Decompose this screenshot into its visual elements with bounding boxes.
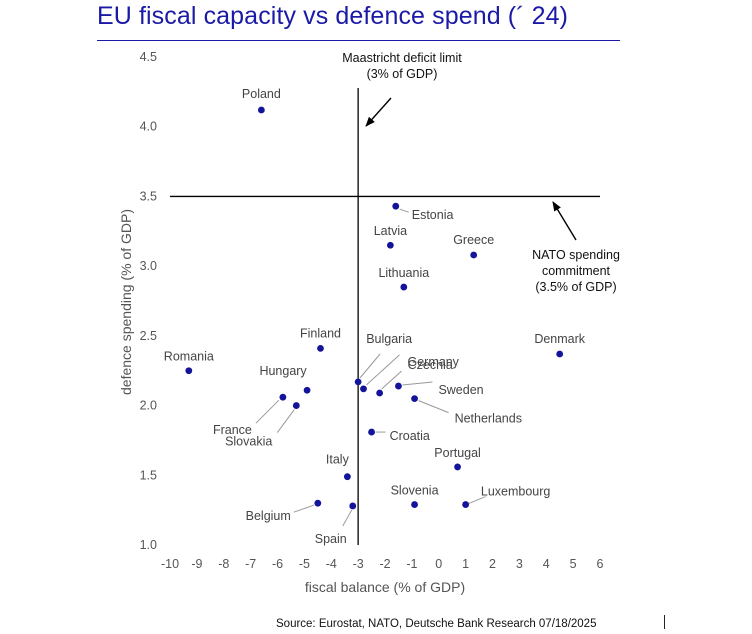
leader-line-spain: [342, 509, 353, 527]
point-greece: [470, 251, 478, 259]
label-hungary: Hungary: [259, 364, 307, 378]
leader-line-belgium: [293, 504, 314, 513]
x-tick-label: 0: [435, 557, 442, 571]
point-belgium: [314, 499, 322, 507]
y-tick-label: 4.0: [140, 120, 157, 134]
label-spain: Spain: [315, 532, 347, 546]
leader-line-luxembourg: [468, 496, 486, 505]
y-tick-label: 1.0: [140, 538, 157, 552]
x-tick-label: -1: [406, 557, 417, 571]
point-france: [279, 393, 287, 401]
x-tick-label: 2: [489, 557, 496, 571]
x-tick-label: -4: [326, 557, 337, 571]
label-czechia: Czechia: [408, 358, 453, 372]
title-underline: [97, 40, 620, 41]
label-poland: Poland: [242, 87, 281, 101]
label-netherlands: Netherlands: [455, 412, 522, 426]
maastricht-annotation-line1: Maastricht deficit limit: [342, 51, 462, 65]
x-tick-label: -10: [161, 557, 179, 571]
leader-line-germany: [366, 354, 400, 386]
point-czechia: [376, 389, 384, 397]
x-tick-label: -8: [218, 557, 229, 571]
label-slovenia: Slovenia: [391, 484, 439, 498]
leader-line-estonia: [399, 208, 409, 213]
point-finland: [317, 345, 324, 352]
y-tick-label: 4.5: [140, 50, 157, 64]
leader-line-bulgaria: [359, 353, 381, 379]
x-tick-label: -2: [379, 557, 390, 571]
y-axis-label: defence spending (% of GDP): [118, 209, 134, 395]
x-axis-label: fiscal balance (% of GDP): [305, 579, 465, 595]
point-lithuania: [400, 283, 408, 291]
x-tick-label: -5: [299, 557, 310, 571]
point-romania: [185, 367, 193, 375]
x-tick-label: -9: [191, 557, 202, 571]
point-poland: [257, 106, 265, 114]
x-tick-label: 3: [516, 557, 523, 571]
y-tick-label: 3.0: [140, 259, 157, 273]
y-tick-label: 2.0: [140, 399, 157, 413]
point-portugal: [454, 463, 461, 471]
point-spain: [349, 502, 357, 510]
x-tick-label: -6: [272, 557, 283, 571]
label-bulgaria: Bulgaria: [366, 332, 412, 346]
label-italy: Italy: [326, 453, 350, 467]
label-estonia: Estonia: [412, 208, 454, 222]
point-denmark: [556, 350, 564, 358]
scatter-chart: -10 -9 -8 -7 -6 -5 -4 -3 -2 -1 0 1 2 3 4 5 61.01.52.02.5…: [118, 50, 620, 595]
x-tick-label: 6: [597, 557, 604, 571]
point-netherlands: [411, 395, 418, 402]
leader-line-sweden: [402, 381, 433, 386]
leader-line-france: [255, 399, 280, 424]
label-luxembourg: Luxembourg: [481, 485, 551, 499]
label-belgium: Belgium: [246, 509, 291, 523]
x-tick-label: 4: [543, 557, 550, 571]
label-denmark: Denmark: [534, 332, 585, 346]
x-tick-label: -7: [245, 557, 256, 571]
point-slovakia: [292, 402, 300, 409]
label-germany: Germany: [408, 355, 460, 369]
source-note: Source: Eurostat, NATO, Deutsche Bank Re…: [276, 618, 597, 630]
leader-line-slovakia: [276, 409, 295, 433]
point-hungary: [303, 386, 311, 394]
y-tick-label: 1.5: [140, 468, 157, 482]
label-france: France: [213, 423, 252, 437]
point-italy: [343, 473, 351, 481]
point-bulgaria: [354, 378, 362, 386]
nato-annotation-line2: commitment: [542, 264, 611, 278]
leader-line-netherlands: [418, 400, 449, 414]
point-croatia: [368, 428, 375, 436]
nato-annotation-line3: (3.5% of GDP): [535, 280, 616, 294]
label-lithuania: Lithuania: [378, 266, 429, 280]
x-tick-label: -3: [353, 557, 364, 571]
leader-line-czechia: [381, 370, 402, 390]
label-slovakia: Slovakia: [225, 435, 272, 449]
point-sweden: [395, 382, 402, 390]
nato-annotation-line1: NATO spending: [532, 248, 620, 262]
point-latvia: [386, 241, 394, 249]
point-slovenia: [411, 501, 418, 508]
label-romania: Romania: [164, 350, 214, 364]
text-cursor: [664, 615, 665, 629]
y-tick-label: 2.5: [140, 329, 157, 343]
y-tick-label: 3.5: [140, 189, 157, 203]
point-luxembourg: [462, 501, 470, 508]
maastricht-arrow: [365, 97, 392, 127]
label-sweden: Sweden: [438, 383, 483, 397]
label-croatia: Croatia: [390, 429, 430, 443]
x-tick-label: 5: [570, 557, 577, 571]
nato-arrow: [552, 201, 577, 241]
maastricht-annotation-line2: (3% of GDP): [367, 67, 438, 81]
point-germany: [360, 385, 367, 393]
label-greece: Greece: [453, 233, 494, 247]
label-finland: Finland: [300, 326, 341, 340]
label-portugal: Portugal: [434, 446, 481, 460]
x-tick-label: 1: [462, 557, 469, 571]
label-latvia: Latvia: [374, 224, 407, 238]
chart-title: EU fiscal capacity vs defence spend (´ 2…: [97, 2, 569, 30]
point-estonia: [392, 202, 400, 210]
